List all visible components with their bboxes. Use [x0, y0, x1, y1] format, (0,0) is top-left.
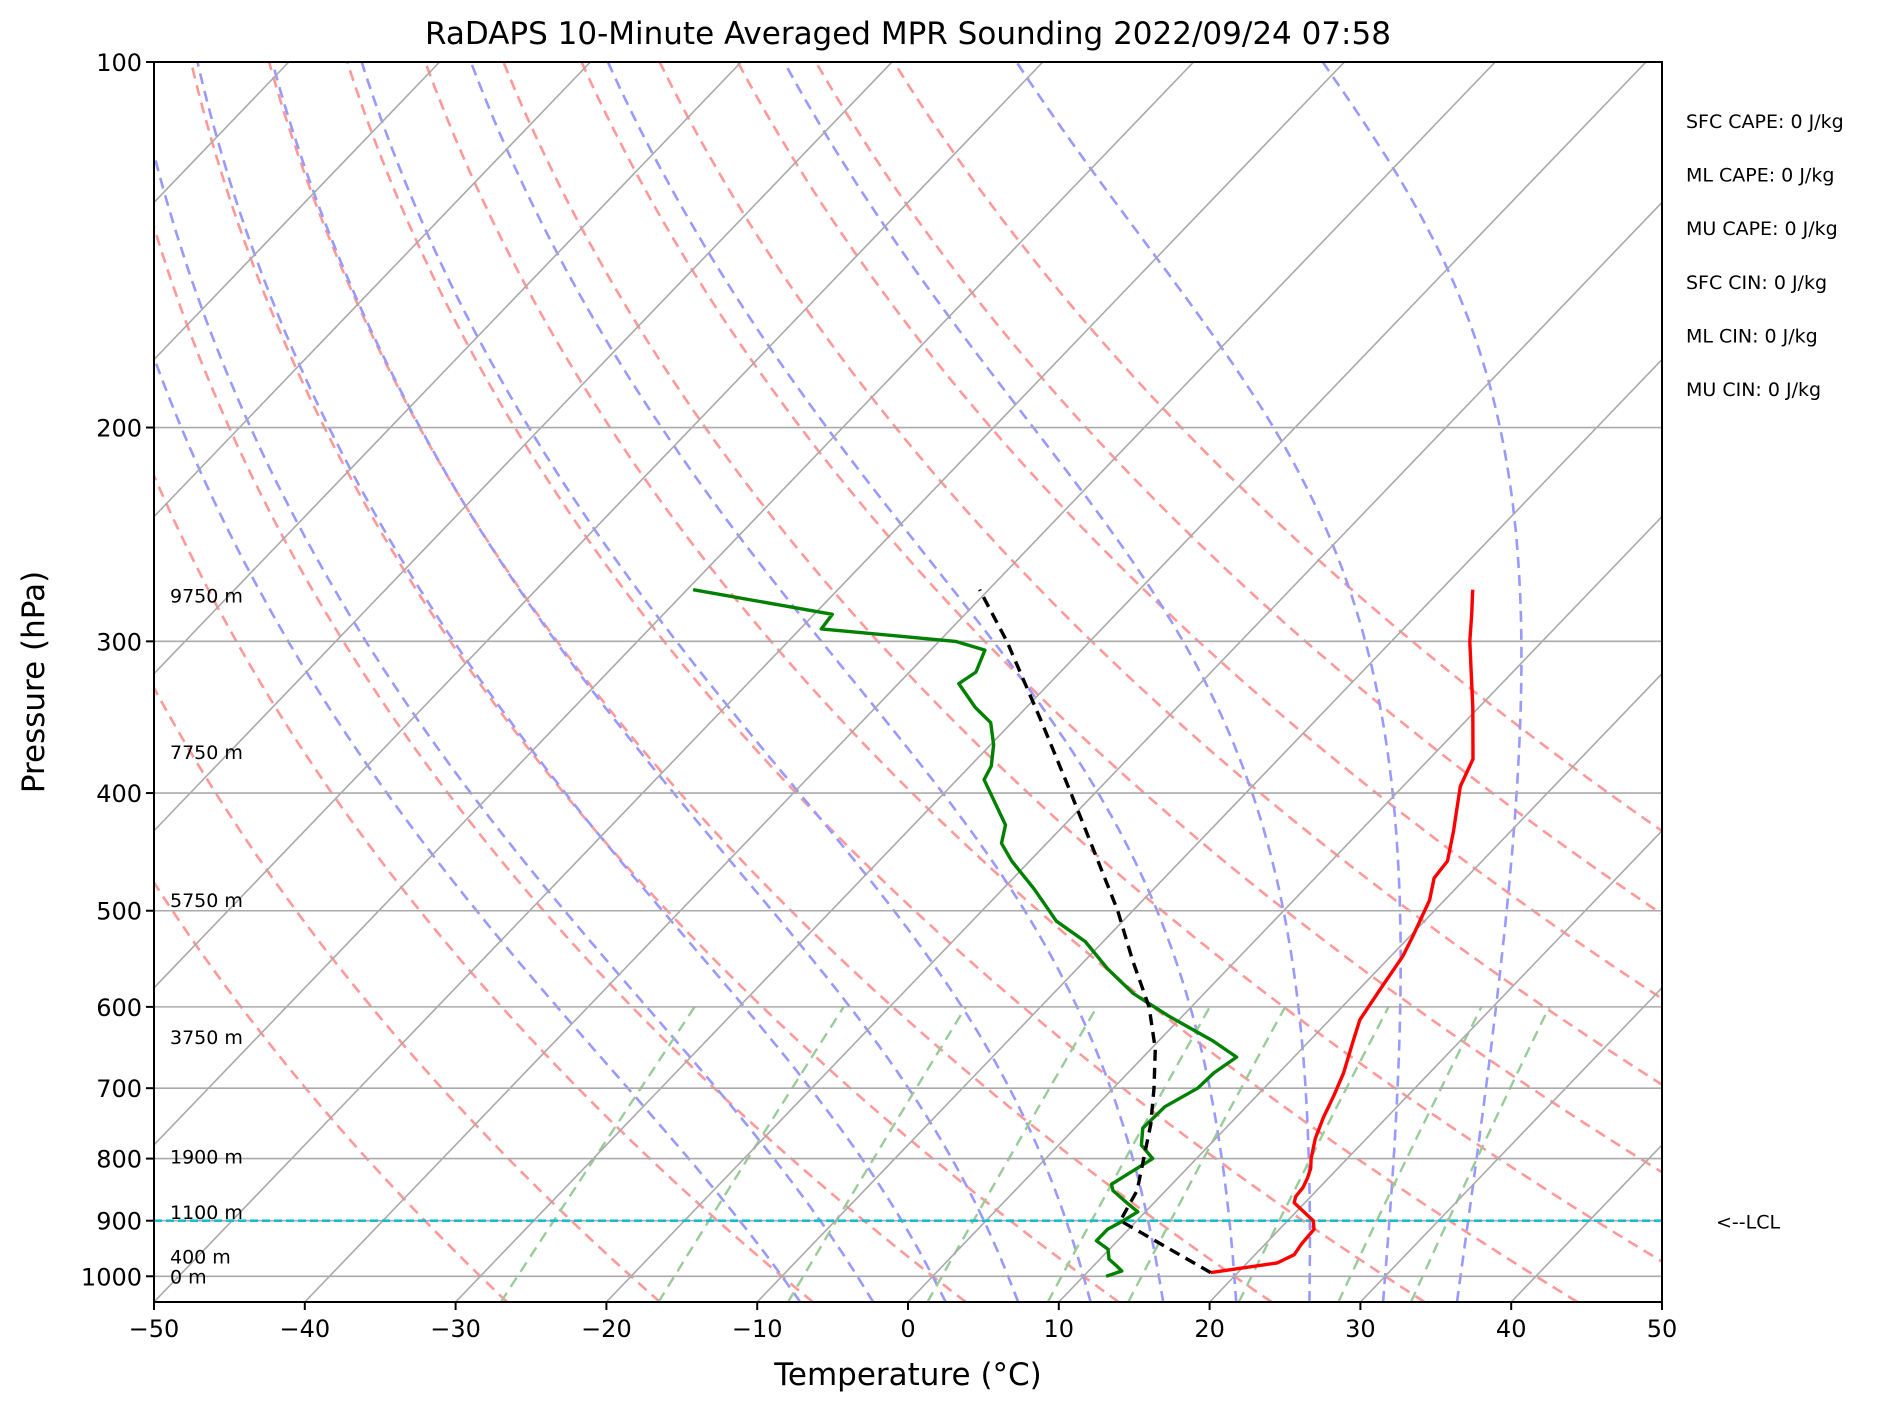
x-tick-label: −30	[430, 1315, 481, 1343]
mixing-ratio-line	[1409, 1006, 1551, 1302]
moist-adiabat-line	[1015, 62, 1402, 1302]
x-tick-label: 20	[1194, 1315, 1225, 1343]
height-label: 400 m	[170, 1246, 231, 1268]
dry-adiabat-line	[814, 62, 1662, 916]
dry-adiabat-line	[658, 62, 1662, 1087]
parcel-profile-trace	[978, 588, 1212, 1275]
grid-lines	[154, 61, 1662, 1278]
isotherm-line	[154, 62, 441, 361]
mixing-ratio-line	[1337, 1006, 1483, 1302]
moist-adiabat-line	[154, 353, 802, 1302]
annotations: 9750 m 7750 m 5750 m 3750 m 1900 m 1100 m 400 …	[170, 585, 1780, 1288]
y-tick-label: 100	[96, 49, 142, 77]
background-lines	[154, 62, 1882, 1302]
dry-adiabat-line	[267, 62, 1273, 1302]
x-tick-label: −20	[581, 1315, 632, 1343]
stat-line: MU CAPE: 0 J/kg	[1686, 218, 1838, 240]
height-label: 7750 m	[170, 742, 243, 764]
y-tick-label: 800	[96, 1146, 142, 1174]
mixing-ratio-line	[1237, 1006, 1390, 1302]
isotherm-line	[1510, 1143, 1662, 1302]
isotherm-line	[154, 62, 1345, 1302]
height-label: 1100 m	[170, 1202, 243, 1224]
isotherm-line	[154, 62, 1195, 1147]
isotherm-line	[605, 201, 1662, 1302]
lcl-label: <--LCL	[1716, 1212, 1780, 1234]
mixing-ratio-line	[786, 1006, 967, 1302]
x-tick-label: 40	[1496, 1315, 1527, 1343]
moist-adiabat-line	[606, 62, 1238, 1302]
mixing-ratio-line	[926, 1006, 1098, 1302]
isotherm-line	[304, 62, 1496, 1302]
x-tick-label: −50	[129, 1315, 180, 1343]
moist-adiabat-line	[1321, 62, 1523, 1302]
isotherm-line	[455, 62, 1647, 1302]
isotherm-line	[154, 62, 1044, 989]
dewpoint-trace	[692, 588, 1239, 1278]
x-axis-ticks: −50 −40 −30 −20 −10 0 10 20 30 40 50	[129, 1302, 1678, 1343]
x-axis-label: Temperature (°C)	[773, 1357, 1042, 1393]
moist-adiabat-line	[271, 62, 1020, 1302]
dry-adiabat-line	[580, 62, 1662, 1174]
dry-adiabat-line	[892, 62, 1662, 833]
sounding-traces	[692, 588, 1475, 1278]
y-tick-label: 900	[96, 1208, 142, 1236]
height-label: 9750 m	[170, 585, 243, 607]
dry-adiabat-line	[189, 62, 1120, 1302]
isotherm-line	[1058, 672, 1662, 1302]
dry-adiabat-line	[345, 62, 1426, 1302]
y-tick-label: 700	[96, 1075, 142, 1103]
mixing-ratio-line	[499, 1006, 696, 1302]
moist-adiabat-line	[196, 62, 947, 1302]
x-tick-label: 0	[900, 1315, 915, 1343]
stat-line: SFC CAPE: 0 J/kg	[1686, 111, 1844, 133]
isotherm-line	[756, 358, 1662, 1302]
isotherm-line	[1813, 62, 1882, 1302]
y-tick-label: 1000	[81, 1263, 142, 1291]
height-label: 0 m	[170, 1266, 207, 1288]
isotherm-line	[907, 515, 1662, 1302]
stat-line: MU CIN: 0 J/kg	[1686, 379, 1821, 401]
mixing-ratio-line	[1046, 1006, 1211, 1302]
dry-adiabat-line	[736, 62, 1662, 1001]
stats-panel: SFC CAPE: 0 J/kg ML CAPE: 0 J/kg MU CAPE: …	[1686, 111, 1844, 401]
isotherm-line	[1209, 829, 1662, 1302]
x-tick-label: −40	[279, 1315, 330, 1343]
isotherm-line	[154, 62, 742, 675]
x-tick-label: 10	[1044, 1315, 1075, 1343]
mixing-ratio-line	[657, 1006, 845, 1302]
stat-line: ML CAPE: 0 J/kg	[1686, 165, 1834, 187]
temperature-trace	[1210, 589, 1475, 1275]
dry-adiabat-line	[154, 685, 661, 1302]
x-tick-label: 50	[1647, 1315, 1678, 1343]
moist-adiabat-line	[469, 62, 1165, 1302]
y-axis-ticks: 100 200 300 400 500 600 700 800 900 1000	[81, 49, 154, 1291]
isotherm-line	[1359, 986, 1662, 1302]
dry-adiabat-line	[502, 62, 1662, 1263]
x-tick-label: 30	[1345, 1315, 1376, 1343]
moist-adiabat-line	[154, 149, 875, 1302]
y-tick-label: 600	[96, 994, 142, 1022]
moist-adiabat-line	[782, 62, 1312, 1302]
dry-adiabat-line	[154, 472, 814, 1302]
moist-adiabat-line	[360, 62, 1092, 1302]
isotherm-line	[154, 62, 893, 832]
y-tick-label: 200	[96, 415, 142, 443]
y-tick-label: 500	[96, 898, 142, 926]
y-tick-label: 400	[96, 780, 142, 808]
isotherm-line	[154, 62, 591, 518]
mixing-ratio-line	[1127, 1006, 1287, 1302]
dry-adiabat-line	[154, 222, 967, 1302]
isotherm-line	[1661, 1300, 1662, 1302]
height-label: 3750 m	[170, 1027, 243, 1049]
y-tick-label: 300	[96, 628, 142, 656]
stat-line: ML CIN: 0 J/kg	[1686, 325, 1818, 347]
height-label: 5750 m	[170, 890, 243, 912]
chart-title: RaDAPS 10-Minute Averaged MPR Sounding 2…	[425, 16, 1391, 52]
x-tick-label: −10	[732, 1315, 783, 1343]
y-axis-label: Pressure (hPa)	[16, 571, 52, 793]
stat-line: SFC CIN: 0 J/kg	[1686, 272, 1827, 294]
height-label: 1900 m	[170, 1147, 243, 1169]
